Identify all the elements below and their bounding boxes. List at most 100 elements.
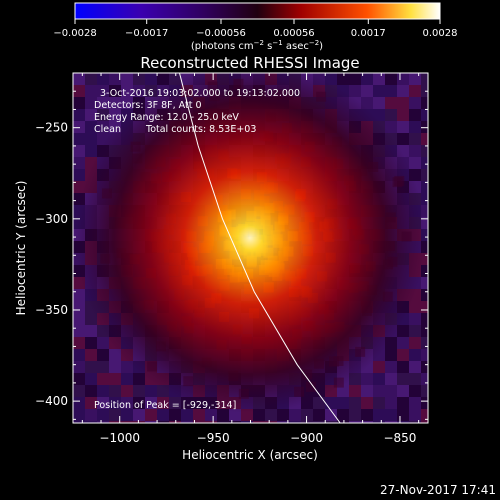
heatmap-cell (73, 145, 85, 157)
heatmap-cell (85, 73, 97, 85)
colorbar-tick-labels: −0.0028 −0.0017 −0.00056 0.00056 0.0017 0.002… (53, 28, 457, 39)
x-tick-labels: −1000 −950 −900 −850 (99, 431, 416, 445)
heatmap-cell (397, 397, 409, 409)
y-tick-label: −350 (35, 303, 68, 317)
heatmap-cell (109, 109, 121, 121)
heatmap-cell (85, 397, 97, 409)
heatmap-cell (85, 361, 97, 373)
heatmap-cell (85, 109, 97, 121)
heatmap-cell (361, 385, 373, 397)
heatmap-cell (157, 397, 169, 409)
heatmap-cell (181, 409, 193, 421)
colorbar: −0.0028 −0.0017 −0.00056 0.00056 0.0017 0.002… (53, 2, 458, 52)
x-tick-label: −900 (290, 431, 323, 445)
heatmap-cell (97, 385, 109, 397)
heatmap-cell (85, 373, 97, 385)
heatmap-cell (73, 337, 85, 349)
heatmap-cell (265, 421, 277, 423)
heatmap-cell (421, 313, 428, 325)
heatmap-cell (109, 361, 121, 373)
heatmap-cell (73, 361, 85, 373)
heatmap-cell (349, 397, 361, 409)
heatmap-cell (85, 133, 97, 145)
annotation-detectors: Detectors: 3F 8F, Att 0 (94, 100, 202, 111)
heatmap-cell (337, 397, 349, 409)
heatmap-cell (73, 349, 85, 361)
heatmap-cell (409, 133, 421, 145)
heatmap-cell (97, 337, 109, 349)
heatmap-cell (397, 385, 409, 397)
heatmap-cell (73, 301, 85, 313)
heatmap-cell (421, 385, 428, 397)
solar-limb-line (179, 73, 341, 423)
heatmap-cell (97, 349, 109, 361)
heatmap-cell (73, 373, 85, 385)
heatmap-cell (97, 361, 109, 373)
heatmap-cell (121, 409, 133, 421)
heatmap-cell (421, 121, 428, 133)
colorbar-gradient (74, 2, 441, 20)
heatmap-cell (421, 181, 428, 193)
heatmap-cell (121, 385, 133, 397)
heatmap-cell (97, 109, 109, 121)
heatmap-cell (409, 157, 421, 169)
heatmap-cell (373, 361, 385, 373)
heatmap-cell (85, 145, 97, 157)
heatmap-cell (421, 193, 428, 205)
heatmap-cell (97, 97, 109, 109)
colorbar-tick-label: −0.00056 (196, 28, 246, 39)
heatmap-cell (373, 97, 385, 109)
heatmap-cell (217, 421, 229, 423)
heatmap-cell (337, 421, 349, 423)
x-tick-label: −950 (197, 431, 230, 445)
heatmap-cell (145, 73, 157, 85)
heatmap-cell (385, 397, 397, 409)
colorbar-tick-label: −0.0028 (53, 28, 96, 39)
heatmap-cell (145, 421, 157, 423)
chart-title: Reconstructed RHESSI Image (140, 54, 359, 72)
heatmap-cell (385, 85, 397, 97)
heatmap-cell (421, 361, 428, 373)
heatmap-cell (397, 97, 409, 109)
annotation-total-counts: Total counts: 8.53E+03 (145, 124, 256, 135)
heatmap-cell (97, 73, 109, 85)
heatmap-cell (337, 73, 349, 85)
heatmap-cell (361, 73, 373, 85)
heatmap-cell (385, 373, 397, 385)
axis-ticks (73, 72, 428, 423)
heatmap-cell (85, 97, 97, 109)
heatmap-cell (409, 373, 421, 385)
heatmap-cell (397, 373, 409, 385)
heatmap-cell (325, 397, 337, 409)
heatmap-cell (253, 421, 265, 423)
heatmap-cell (193, 409, 205, 421)
heatmap-cell (133, 421, 145, 423)
heatmap-cell (361, 373, 373, 385)
heatmap-cell (421, 349, 428, 361)
heatmap-cell (421, 109, 428, 121)
heatmap-cell (97, 421, 109, 423)
heatmap-cell (361, 85, 373, 97)
heatmap-cell (241, 421, 253, 423)
heatmap-cell (385, 349, 397, 361)
source-glow (75, 73, 425, 413)
heatmap-cell (373, 397, 385, 409)
heatmap-cell (421, 265, 428, 277)
heatmap-cell (73, 385, 85, 397)
heatmap-cell (121, 397, 133, 409)
heatmap-cell (85, 409, 97, 421)
heatmap-cell (421, 409, 428, 421)
heatmap-cell (421, 97, 428, 109)
heatmap-cell (385, 121, 397, 133)
heatmap-cell (325, 409, 337, 421)
heatmap-cell (313, 409, 325, 421)
heatmap-cell (385, 421, 397, 423)
heatmap-cell (349, 421, 361, 423)
heatmap-cell (121, 85, 133, 97)
heatmap-cell (421, 133, 428, 145)
heatmap-cell (337, 409, 349, 421)
heatmap-cell (73, 397, 85, 409)
heatmap-cell (421, 337, 428, 349)
heatmap-cell (157, 73, 169, 85)
heatmap-cell (409, 421, 421, 423)
